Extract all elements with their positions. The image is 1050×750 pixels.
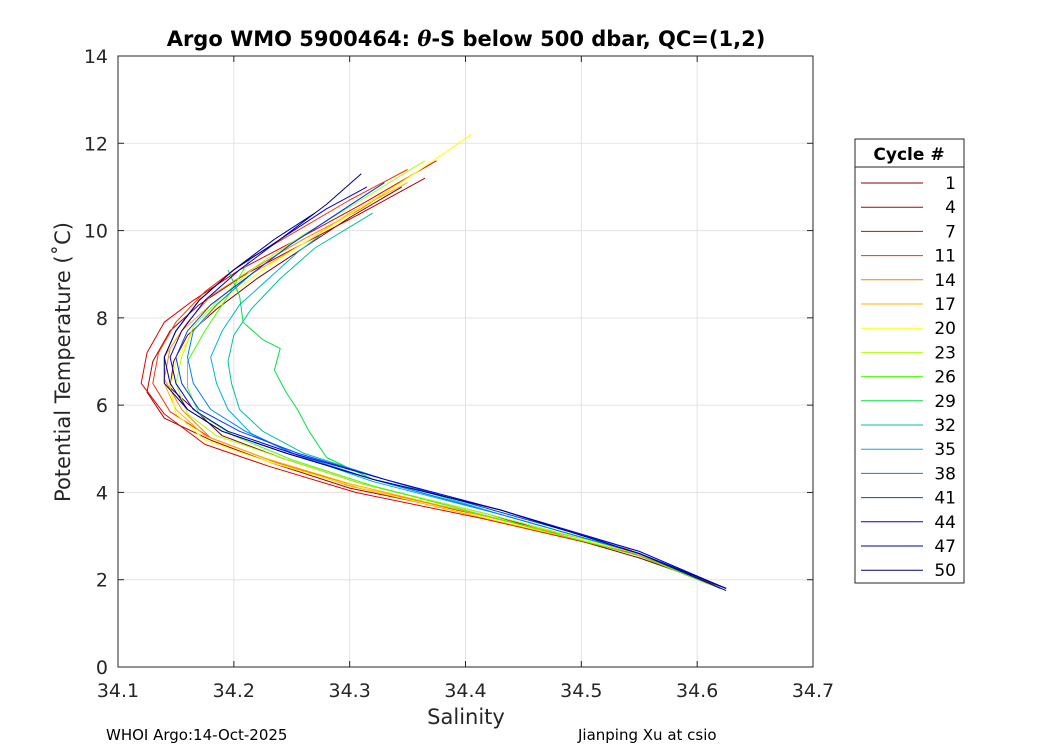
series-line-cycle-50 [163,173,727,592]
series-line-cycle-26 [187,256,721,589]
title-theta-symbol: θ [417,26,431,51]
legend-label-cycle-1: 1 [945,174,956,194]
footer-left: WHOI Argo:14-Oct-2025 [106,726,288,744]
y-tick-label: 10 [84,221,108,243]
x-tick-label: 34.7 [792,680,834,702]
x-axis-label: Salinity [427,705,505,729]
legend-label-cycle-35: 35 [934,440,956,460]
series-line-cycle-41 [175,182,727,589]
footer-right: Jianping Xu at csio [578,726,717,744]
x-tick-label: 34.1 [97,680,139,702]
y-axis-label: Potential Temperature (˚C) [51,222,75,502]
grid [118,56,813,667]
x-tick-label: 34.4 [444,680,486,702]
axis-ticks: 34.1 34.2 34.3 34.4 34.5 34.6 34.7 0 2 4 6 8 10 12 14 [84,46,834,702]
legend-label-cycle-17: 17 [934,295,956,315]
x-tick-label: 34.3 [329,680,371,702]
series-line-cycle-7 [140,160,721,587]
legend-label-cycle-14: 14 [934,271,956,291]
x-tick-label: 34.2 [213,680,255,702]
legend-label-cycle-38: 38 [934,464,956,484]
y-tick-label: 8 [96,308,108,330]
legend-label-cycle-29: 29 [934,392,956,412]
legend-box [854,138,965,584]
y-tick-label: 6 [96,395,108,417]
series-line-cycle-44 [169,186,727,589]
legend-label-cycle-41: 41 [934,489,956,509]
legend-label-cycle-11: 11 [934,247,956,267]
title-prefix: Argo WMO 5900464: [167,27,418,51]
legend-label-cycle-32: 32 [934,416,956,436]
x-tick-label: 34.5 [560,680,602,702]
legend-label-cycle-20: 20 [934,319,956,339]
series-line-cycle-32 [227,212,721,589]
legend-label-cycle-26: 26 [934,368,956,388]
y-tick-label: 4 [96,482,108,504]
legend-title: Cycle # [873,145,944,165]
y-tick-label: 0 [96,657,108,679]
legend-label-cycle-23: 23 [934,343,956,363]
legend-label-cycle-44: 44 [934,513,956,533]
series-line-cycle-20 [169,134,715,587]
x-tick-label: 34.6 [676,680,718,702]
y-tick-label: 14 [84,46,108,68]
y-tick-label: 2 [96,570,108,592]
title-suffix: -S below 500 dbar, QC=(1,2) [431,27,765,51]
series-layer [140,134,727,592]
y-tick-label: 12 [84,133,108,155]
legend-label-cycle-7: 7 [945,222,956,242]
chart-title: Argo WMO 5900464: θ-S below 500 dbar, QC… [167,26,766,51]
legend-label-cycle-4: 4 [945,198,956,218]
legend-label-cycle-50: 50 [934,561,956,581]
legend-label-cycle-47: 47 [934,537,956,557]
